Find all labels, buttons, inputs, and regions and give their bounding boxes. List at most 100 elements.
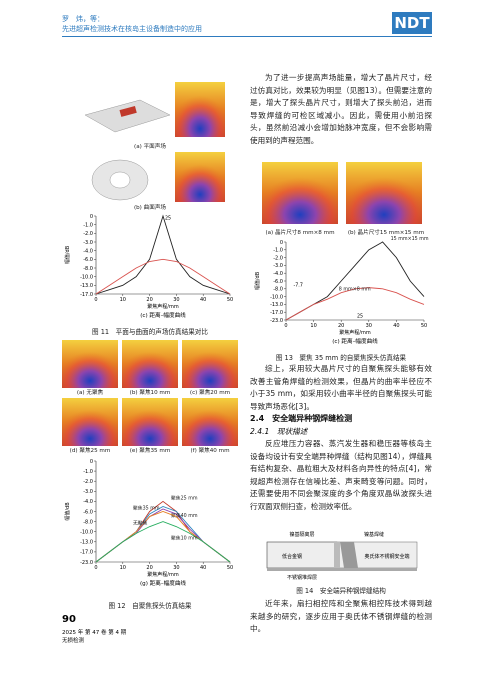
subcaption: (b) 聚焦10 mm (129, 390, 171, 396)
y-tick-label: -4.0 (273, 271, 283, 277)
subcaption: (a) 无聚焦 (76, 390, 104, 396)
chart-subtitle: (c) 距离–幅度曲线 (140, 311, 186, 319)
x-tick-label: 20 (146, 297, 152, 303)
figure-image (182, 398, 238, 446)
line-series (95, 500, 231, 563)
y-tick-label: -6.0 (83, 257, 93, 263)
y-tick-label: -13.0 (270, 302, 283, 308)
chart-subtitle: (g) 距离–幅度曲线 (140, 579, 186, 587)
diagram-label: 不锈钢堆焊层 (287, 574, 317, 581)
line-series (95, 511, 231, 563)
series-label: 15 mm×15 mm (391, 236, 429, 242)
figure-image (91, 152, 225, 202)
x-axis-label: 聚焦声程/mm (339, 329, 371, 336)
series-label: 无聚焦 (133, 520, 148, 527)
diagram-label: 镍基焊缝 (364, 531, 384, 538)
diagram-label: 奥氏体不锈钢安全端 (364, 553, 409, 560)
subcaption: (a) 平面声场 (134, 144, 166, 150)
x-tick-label: 40 (200, 297, 206, 303)
y-tick-label: -10.0 (270, 294, 283, 300)
x-tick-label: 40 (200, 565, 206, 571)
x-tick-label: 40 (393, 323, 399, 329)
subcaption: (c) 聚焦20 mm (189, 390, 231, 396)
y-tick-label: -17.0 (80, 292, 93, 298)
y-tick-label: -1.0 (83, 469, 93, 475)
figure-caption: 图 14 安全端异种钢焊缝结构 (296, 587, 386, 595)
figure-caption: 图 11 平面与曲面的声场仿真结果对比 (92, 328, 208, 336)
series-label: 8 mm×8 mm (339, 287, 371, 293)
x-axis-label: 聚焦声程/mm (147, 571, 179, 578)
diagram: 镍基隔离层 镍基焊缝 低合金钢 奥氏体不锈钢安全端 不锈钢堆焊层 (266, 531, 418, 581)
chart: 0-1.0-2.0-3.0-4.0-6.0-8.0-10.0-13.0-17.0… (254, 236, 429, 345)
subheading: 2.4.1 现状描述 (250, 427, 308, 436)
y-tick-label: -23.0 (80, 560, 93, 566)
y-tick-label: 0 (280, 240, 283, 246)
y-tick-label: -4.0 (83, 499, 93, 505)
y-tick-label: -6.0 (273, 279, 283, 285)
subcaption: (a) 晶片尺寸8 mm×8 mm (265, 230, 335, 236)
series-label: 聚焦25 mm (171, 494, 198, 501)
series-label: 聚焦10 mm (171, 535, 198, 542)
series-label: 聚焦40 mm (171, 512, 198, 519)
x-tick-label: 30 (173, 565, 179, 571)
x-tick-label: 50 (227, 565, 233, 571)
chart: 0-1.0-2.0-3.0-4.0-6.0-8.0-10.0-13.0-17.0… (64, 214, 233, 319)
y-tick-label: -13.0 (80, 540, 93, 546)
paragraph: 近年来，扇扫相控阵和全聚焦相控阵技术得到越来越多的研究，逐步应用于奥氏体不锈钢焊… (250, 599, 432, 634)
figure-caption: 图 12 自聚焦探头仿真结果 (108, 602, 192, 610)
header-authors: 罗 炜，等： (62, 15, 104, 23)
diagram-label: 镍基隔离层 (289, 531, 314, 538)
chart: 0-1.0-2.0-3.0-4.0-6.0-8.0-10.0-13.0-17.0… (64, 459, 233, 587)
x-tick-label: 10 (120, 297, 126, 303)
chart-subtitle: (c) 距离–幅度曲线 (332, 337, 378, 345)
x-axis-label: 聚焦声程/mm (147, 303, 179, 310)
figure-image (262, 162, 422, 224)
subcaption: (e) 聚焦35 mm (129, 448, 171, 454)
paragraph: 综上，采用较大晶片尺寸的自聚焦探头能够有效改善主管角焊缝的检测效果，但晶片的曲率… (250, 364, 432, 411)
y-tick-label: -8.0 (83, 266, 93, 272)
x-tick-label: 30 (366, 323, 372, 329)
diagram-label: 低合金钢 (282, 553, 302, 560)
y-tick-label: -2.0 (83, 231, 93, 237)
annotation: -7.7 (294, 283, 303, 289)
paragraph: 反应堆压力容器、蒸汽发生器和稳压器等核岛主设备均设计有安全端异种焊缝（结构见图1… (250, 439, 432, 511)
figure-image (62, 340, 118, 388)
line-series (95, 508, 231, 563)
x-tick-label: 20 (146, 565, 152, 571)
x-tick-label: 50 (227, 297, 233, 303)
y-tick-label: -8.0 (273, 287, 283, 293)
header-title: 先进超声检测技术在核岛主设备制造中的应用 (62, 25, 202, 33)
x-tick-label: 50 (421, 323, 427, 329)
journal: 无损检测 (62, 638, 85, 644)
annotation: 25 (165, 215, 171, 221)
y-axis-label: 幅值/dB (64, 245, 71, 264)
series-label: 聚焦35 mm (133, 504, 160, 511)
subcaption: (b) 晶片尺寸15 mm×15 mm (347, 230, 425, 236)
y-tick-label: -6.0 (83, 509, 93, 515)
y-tick-label: -8.0 (83, 519, 93, 525)
figure-caption: 图 13 聚焦 35 mm 的自聚焦探头仿真结果 (275, 354, 407, 362)
x-tick-label: 10 (310, 323, 316, 329)
y-tick-label: 0 (90, 214, 93, 220)
figure-image (84, 82, 225, 137)
figure-image (122, 340, 178, 388)
y-tick-label: -3.0 (83, 240, 93, 246)
y-tick-label: -4.0 (83, 248, 93, 254)
y-tick-label: -2.0 (83, 479, 93, 485)
paragraph: 为了进一步提高声场能量，增大了晶片尺寸，经过仿真对比，效果较为明显（见图13）。… (250, 73, 432, 145)
y-tick-label: -10.0 (80, 530, 93, 536)
x-tick-label: 0 (94, 297, 97, 303)
annotation: 25 (357, 314, 363, 320)
y-tick-label: -2.0 (273, 255, 283, 261)
heading: 2.4 安全端异种钢焊缝检测 (250, 414, 353, 423)
logo: NDT (392, 12, 432, 34)
y-tick-label: -23.0 (270, 318, 283, 324)
line-series (95, 521, 231, 563)
figure-image (122, 398, 178, 446)
subcaption: (f) 聚焦40 mm (190, 448, 230, 454)
figure-image (62, 398, 118, 446)
line-series (285, 287, 425, 321)
y-tick-label: -13.0 (80, 283, 93, 289)
y-tick-label: -10.0 (80, 274, 93, 280)
